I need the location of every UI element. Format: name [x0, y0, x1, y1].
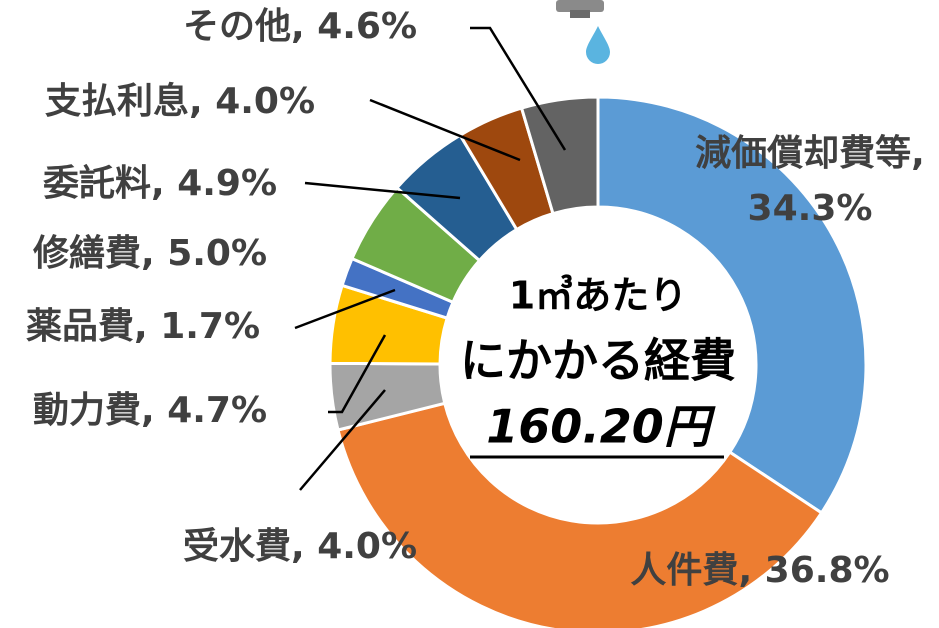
- label-separator: ,: [141, 390, 155, 431]
- label-separator: ,: [151, 163, 165, 204]
- data-label: 委託料, 4.9%: [43, 163, 277, 204]
- value-label: 4.7%: [167, 390, 267, 431]
- label-space: [165, 163, 178, 204]
- value-label: 4.9%: [177, 163, 277, 204]
- label-space: [305, 526, 318, 567]
- label-separator: ,: [291, 526, 305, 567]
- data-label: 動力費, 4.7%: [33, 390, 267, 431]
- leader-line: [470, 26, 567, 151]
- value-label: 4.6%: [317, 6, 417, 47]
- label-separator: ,: [738, 550, 752, 591]
- label-separator: ,: [291, 6, 305, 47]
- data-label: 支払利息, 4.0%: [45, 81, 315, 122]
- label-space: [203, 81, 216, 122]
- leader-line: [294, 288, 396, 330]
- category-name: 人件費: [630, 550, 738, 591]
- value-label: 5.0%: [167, 233, 267, 274]
- label-separator: ,: [141, 233, 155, 274]
- leader-line: [299, 389, 386, 491]
- label-separator: ,: [189, 81, 203, 122]
- label-space: [148, 306, 161, 347]
- donut-segment: [519, 95, 600, 216]
- donut-segment: [336, 401, 824, 628]
- label-space: [155, 390, 168, 431]
- category-name: 受水費: [183, 526, 291, 567]
- center-line-1: 1㎥あたり: [509, 274, 687, 318]
- value-label: 4.0%: [317, 526, 417, 567]
- data-label: 薬品費, 1.7%: [26, 306, 260, 347]
- center-line-3: 160.20円: [486, 400, 716, 454]
- category-name: 修繕費: [33, 233, 141, 274]
- category-name: 委託料: [43, 163, 151, 204]
- category-name: 減価償却費等: [695, 133, 911, 174]
- label-separator: ,: [911, 133, 925, 174]
- value-label: 36.8%: [765, 550, 890, 591]
- label-space: [305, 6, 318, 47]
- value-label: 1.7%: [160, 306, 260, 347]
- data-label: 減価償却費等, 34.3%: [695, 133, 925, 229]
- category-name: 動力費: [33, 390, 141, 431]
- faucet-icon: [556, 0, 610, 64]
- category-name: 薬品費: [26, 306, 134, 347]
- label-space: [752, 550, 765, 591]
- center-line-2: にかかる経費: [460, 334, 736, 388]
- label-space: [155, 233, 168, 274]
- data-label: 受水費, 4.0%: [183, 526, 417, 567]
- label-separator: ,: [134, 306, 148, 347]
- category-name: その他: [183, 6, 291, 47]
- leader-line: [369, 98, 521, 162]
- donut-segment: [596, 95, 868, 515]
- data-label: その他, 4.6%: [183, 6, 417, 47]
- leader-line: [304, 181, 461, 200]
- category-name: 支払利息: [45, 81, 189, 122]
- value-label: 34.3%: [748, 188, 873, 229]
- value-label: 4.0%: [215, 81, 315, 122]
- data-label: 人件費, 36.8%: [630, 550, 889, 591]
- leader-line: [328, 334, 387, 414]
- data-label: 修繕費, 5.0%: [33, 233, 267, 274]
